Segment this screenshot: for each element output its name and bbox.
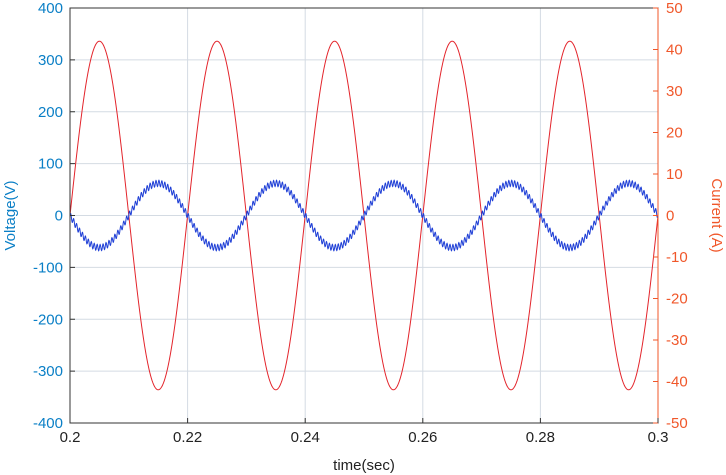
left-tick-label: -100 xyxy=(33,259,63,276)
right-tick-label: -50 xyxy=(666,415,688,432)
x-axis-label: time(sec) xyxy=(333,457,395,474)
left-tick-label: 400 xyxy=(38,0,63,17)
right-tick-label: -10 xyxy=(666,249,688,266)
left-tick-label: 0 xyxy=(55,208,63,225)
x-tick-label: 0.3 xyxy=(648,429,669,446)
left-tick-label: 200 xyxy=(38,104,63,121)
voltage-series-line xyxy=(69,179,659,252)
left-tick-label: 300 xyxy=(38,52,63,69)
plot-area xyxy=(69,40,659,391)
right-tick-label: -40 xyxy=(666,374,688,391)
right-tick-label: 40 xyxy=(666,42,683,59)
left-tick-label: -300 xyxy=(33,363,63,380)
left-axis-label: Voltage(V) xyxy=(2,180,19,250)
right-axis: 50 40 30 20 10 0 -10 -20 -30 -40 -50 xyxy=(653,0,688,432)
x-tick-label: 0.24 xyxy=(291,429,320,446)
right-axis-label: Current (A) xyxy=(708,178,725,252)
x-tick-label: 0.2 xyxy=(60,429,81,446)
left-tick-label: 100 xyxy=(38,156,63,173)
right-tick-label: 20 xyxy=(666,125,683,142)
left-tick-label: -400 xyxy=(33,415,63,432)
x-tick-label: 0.26 xyxy=(408,429,437,446)
right-tick-label: -30 xyxy=(666,332,688,349)
x-tick-label: 0.22 xyxy=(173,429,202,446)
x-tick-label: 0.28 xyxy=(526,429,555,446)
left-tick-label: -200 xyxy=(33,311,63,328)
right-tick-label: -20 xyxy=(666,291,688,308)
right-tick-label: 30 xyxy=(666,83,683,100)
right-tick-label: 0 xyxy=(666,208,674,225)
right-tick-label: 50 xyxy=(666,0,683,17)
right-tick-label: 10 xyxy=(666,166,683,183)
x-axis: 0.2 0.22 0.24 0.26 0.28 0.3 xyxy=(60,418,669,446)
left-axis: 400 300 200 100 0 -100 -200 -300 -400 xyxy=(33,0,75,432)
